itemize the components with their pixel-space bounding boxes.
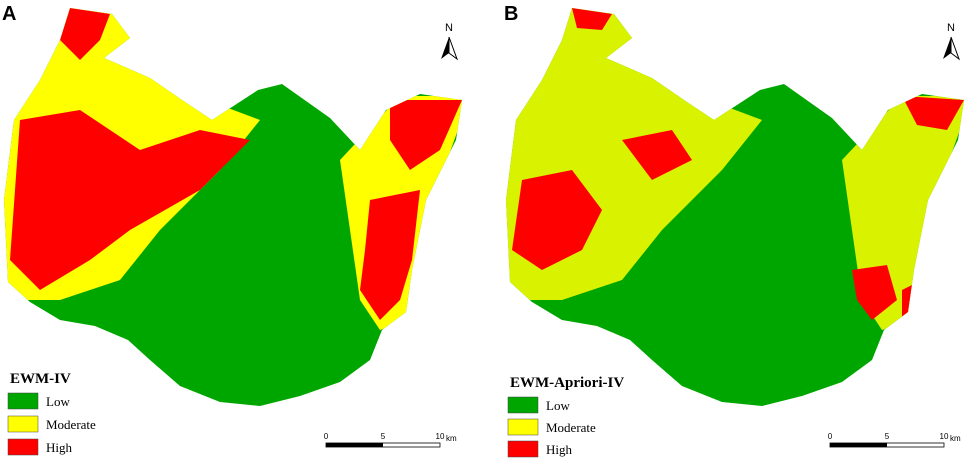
north-arrow: [440, 36, 458, 60]
scale-label: 0: [828, 432, 833, 441]
legend: Low Moderate High: [7, 392, 96, 456]
scale-bar: 0 5 10 km: [324, 432, 457, 448]
legend-label: Moderate: [46, 417, 96, 432]
legend: Low Moderate High: [507, 396, 596, 458]
north-label: N: [445, 22, 453, 34]
panel-label: B: [504, 3, 518, 25]
legend-label: Moderate: [546, 420, 596, 435]
north-label: N: [947, 22, 955, 34]
scale-label: 5: [885, 432, 890, 441]
legend-swatch: [7, 438, 39, 456]
panel: B N EWM-Apriori-IV Low Moderate High 0 5…: [502, 0, 969, 458]
map: [0, 0, 470, 406]
legend-swatch: [507, 418, 539, 436]
scale-unit: km: [446, 434, 457, 443]
legend-title: EWM-Apriori-IV: [510, 375, 624, 391]
legend-swatch: [507, 440, 539, 458]
legend-label: High: [546, 442, 573, 457]
legend-label: Low: [546, 398, 570, 413]
scale-bar: 0 5 10 km: [828, 432, 961, 448]
north-arrow: [942, 36, 960, 60]
panel: A N EWM-IV Low Moderate High 0 5 10 km: [0, 0, 470, 456]
legend-swatch: [7, 392, 39, 410]
legend-swatch: [507, 396, 539, 414]
panel-label: A: [2, 3, 16, 25]
scale-label: 10: [436, 432, 445, 441]
legend-label: Low: [46, 394, 70, 409]
legend-swatch: [7, 415, 39, 433]
scale-unit: km: [950, 434, 961, 443]
map: [502, 0, 969, 406]
legend-label: High: [46, 440, 73, 455]
scale-label: 10: [940, 432, 949, 441]
legend-title: EWM-IV: [10, 371, 71, 387]
scale-label: 0: [324, 432, 329, 441]
scale-label: 5: [381, 432, 386, 441]
